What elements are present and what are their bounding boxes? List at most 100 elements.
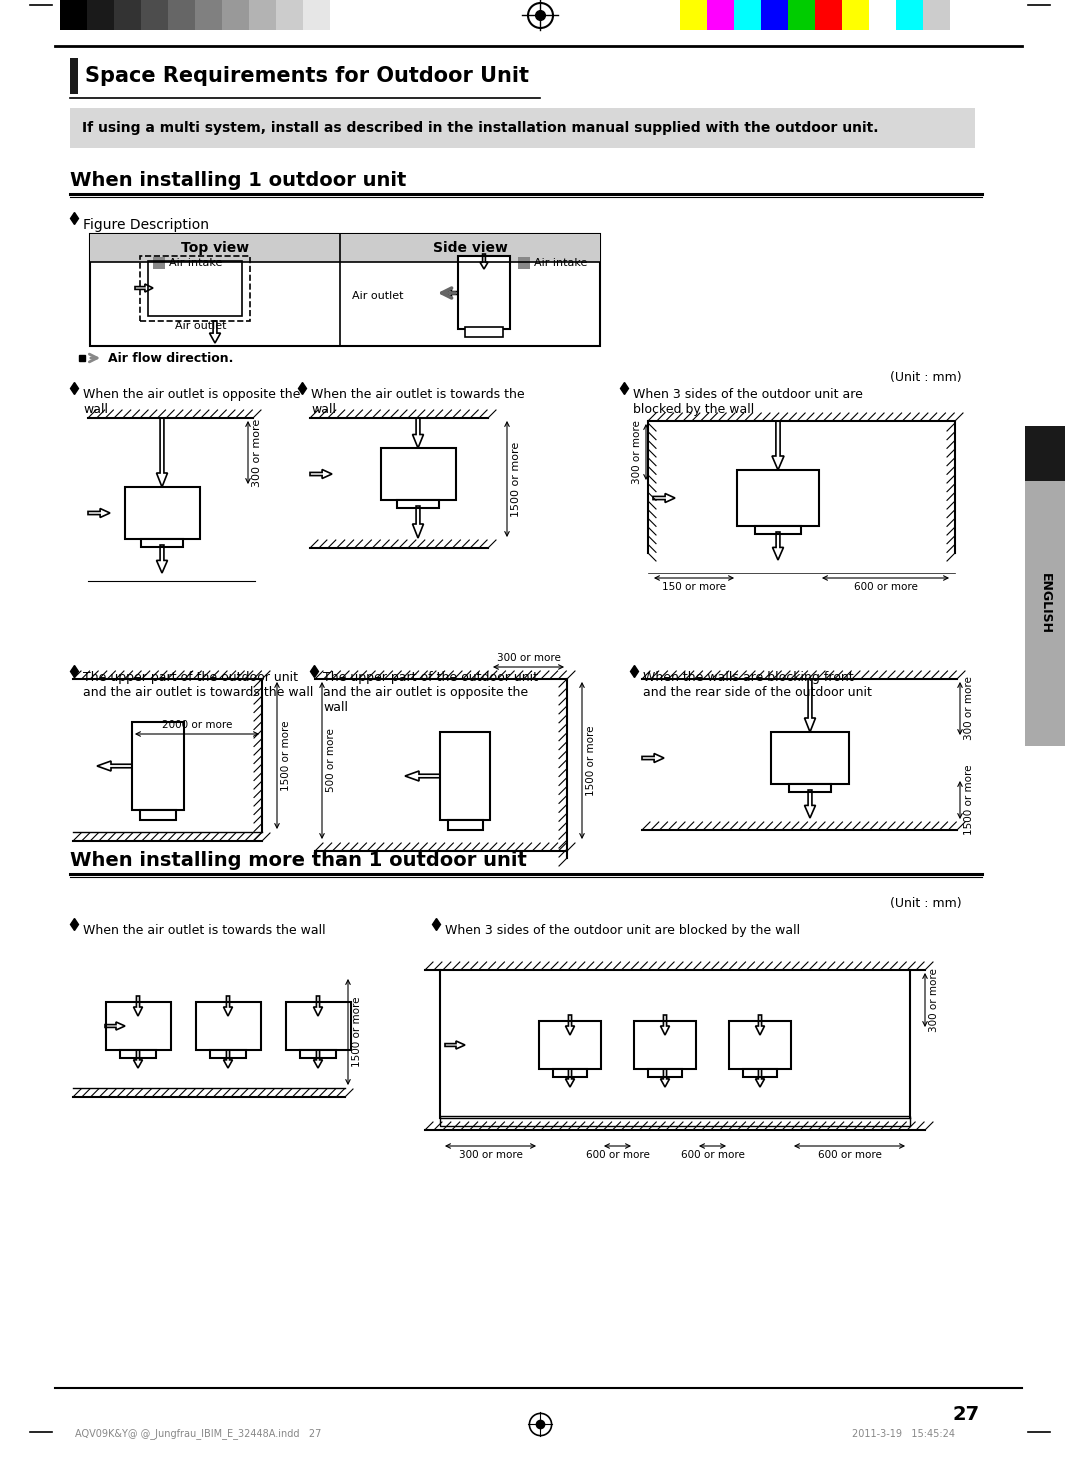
Text: Air flow direction.: Air flow direction.: [108, 351, 233, 365]
Bar: [539, 1021, 600, 1069]
Text: 1500 or more: 1500 or more: [511, 441, 521, 517]
Bar: [153, 257, 165, 269]
Text: When the air outlet is opposite the
wall: When the air outlet is opposite the wall: [83, 388, 300, 416]
Text: 300 or more: 300 or more: [964, 676, 974, 741]
Bar: [139, 810, 176, 821]
Bar: [168, 0, 195, 30]
Bar: [743, 1069, 777, 1077]
Bar: [148, 261, 242, 316]
Bar: [1025, 481, 1065, 745]
Text: Side view: Side view: [433, 241, 508, 255]
Text: 1500 or more: 1500 or more: [586, 725, 596, 796]
Bar: [195, 0, 222, 30]
Text: The upper part of the outdoor unit
and the air outlet is towards the wall: The upper part of the outdoor unit and t…: [83, 672, 313, 700]
Bar: [106, 1002, 171, 1049]
Text: Air outlet: Air outlet: [352, 291, 404, 301]
Text: 300 or more: 300 or more: [459, 1150, 523, 1160]
Bar: [680, 0, 707, 30]
Bar: [211, 1049, 246, 1058]
Bar: [447, 821, 483, 830]
Bar: [553, 1069, 588, 1077]
Text: If using a multi system, install as described in the installation manual supplie: If using a multi system, install as desc…: [82, 121, 878, 134]
Bar: [340, 235, 600, 263]
Text: When 3 sides of the outdoor unit are blocked by the wall: When 3 sides of the outdoor unit are blo…: [445, 924, 800, 937]
Text: When the air outlet is towards the wall: When the air outlet is towards the wall: [83, 924, 326, 937]
Bar: [380, 449, 456, 500]
Text: Air intake: Air intake: [534, 258, 588, 269]
Bar: [755, 525, 800, 534]
Bar: [869, 0, 896, 30]
Text: 300 or more: 300 or more: [497, 652, 561, 663]
Text: When 3 sides of the outdoor unit are
blocked by the wall: When 3 sides of the outdoor unit are blo…: [633, 388, 863, 416]
Text: 150 or more: 150 or more: [662, 582, 726, 592]
Text: 300 or more: 300 or more: [929, 968, 939, 1032]
Text: 500 or more: 500 or more: [326, 729, 336, 793]
Bar: [734, 0, 761, 30]
Text: (Unit : mm): (Unit : mm): [890, 372, 962, 385]
Text: 27: 27: [953, 1405, 980, 1423]
Text: 1500 or more: 1500 or more: [281, 720, 291, 791]
Bar: [761, 0, 788, 30]
Text: 600 or more: 600 or more: [585, 1150, 649, 1160]
Bar: [923, 0, 950, 30]
Text: When installing more than 1 outdoor unit: When installing more than 1 outdoor unit: [70, 850, 527, 869]
Bar: [222, 0, 249, 30]
Text: ENGLISH: ENGLISH: [1039, 573, 1052, 635]
Bar: [771, 732, 849, 784]
Text: 1500 or more: 1500 or more: [964, 765, 974, 835]
Bar: [465, 328, 503, 337]
Text: Space Requirements for Outdoor Unit: Space Requirements for Outdoor Unit: [85, 66, 529, 86]
Text: Air outlet: Air outlet: [175, 320, 227, 331]
Bar: [634, 1021, 696, 1069]
Bar: [90, 235, 340, 263]
Bar: [788, 0, 815, 30]
Bar: [300, 1049, 336, 1058]
Text: When installing 1 outdoor unit: When installing 1 outdoor unit: [70, 171, 406, 189]
Text: 600 or more: 600 or more: [853, 582, 917, 592]
Bar: [120, 1049, 156, 1058]
Bar: [440, 732, 490, 821]
Text: The upper part of the outdoor unit
and the air outlet is opposite the
wall: The upper part of the outdoor unit and t…: [323, 672, 538, 714]
Bar: [87, 0, 114, 30]
Bar: [195, 1002, 260, 1049]
Bar: [1025, 427, 1065, 481]
Text: 300 or more: 300 or more: [632, 421, 642, 484]
Bar: [303, 0, 330, 30]
Text: Air intake: Air intake: [168, 258, 222, 269]
Bar: [896, 0, 923, 30]
Text: 300 or more: 300 or more: [252, 418, 262, 487]
Bar: [518, 257, 530, 269]
Text: 600 or more: 600 or more: [680, 1150, 744, 1160]
Bar: [737, 469, 819, 525]
Bar: [276, 0, 303, 30]
Bar: [330, 0, 357, 30]
Bar: [707, 0, 734, 30]
Bar: [440, 1116, 910, 1126]
Text: AQV09K&Y@ @_Jungfrau_IBIM_E_32448A.indd   27: AQV09K&Y@ @_Jungfrau_IBIM_E_32448A.indd …: [75, 1429, 322, 1439]
Text: When the walls are blocking front
and the rear side of the outdoor unit: When the walls are blocking front and th…: [643, 672, 872, 700]
Bar: [114, 0, 141, 30]
Bar: [140, 255, 249, 320]
Text: (Unit : mm): (Unit : mm): [890, 897, 962, 911]
Bar: [141, 0, 168, 30]
Bar: [397, 500, 438, 508]
Bar: [729, 1021, 791, 1069]
Text: 2011-3-19   15:45:24: 2011-3-19 15:45:24: [852, 1429, 955, 1439]
Text: Figure Description: Figure Description: [83, 218, 210, 232]
Bar: [70, 108, 975, 148]
Text: When the air outlet is towards the
wall: When the air outlet is towards the wall: [311, 388, 525, 416]
Text: 1500 or more: 1500 or more: [352, 996, 362, 1067]
Bar: [815, 0, 842, 30]
Bar: [70, 58, 78, 94]
Bar: [141, 539, 183, 548]
Bar: [60, 0, 87, 30]
Bar: [458, 255, 510, 329]
Bar: [249, 0, 276, 30]
Bar: [132, 722, 184, 810]
Text: 2000 or more: 2000 or more: [162, 720, 232, 731]
Text: 600 or more: 600 or more: [818, 1150, 881, 1160]
Bar: [842, 0, 869, 30]
Bar: [788, 784, 832, 793]
Text: Top view: Top view: [181, 241, 249, 255]
Bar: [648, 1069, 683, 1077]
